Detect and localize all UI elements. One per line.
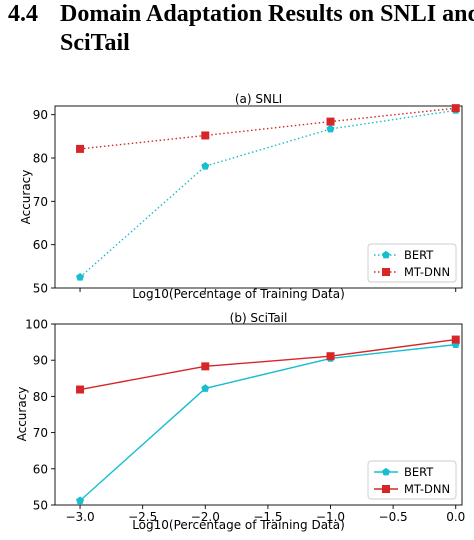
series-mt-dnn (76, 104, 460, 153)
x-axis-label: Log10(Percentage of Training Data) (132, 518, 345, 532)
data-point (76, 385, 85, 394)
chart-snli: (a) SNLI 50 60 70 80 90 Log10(Percentage of Tr… (19, 92, 463, 301)
y-tick-label: 50 (33, 499, 48, 513)
chart-scitail: (b) SciTail 50 60 70 80 90 100 −3.0 −2.5 −2.0 −1.5… (15, 311, 465, 532)
x-tick-label: −0.5 (379, 510, 408, 524)
legend: BERT MT-DNN (367, 460, 457, 500)
chart-title: (a) SNLI (235, 92, 282, 106)
y-tick-label: 70 (33, 426, 48, 440)
x-tick-label: −2.0 (191, 510, 220, 524)
data-point (76, 144, 85, 153)
series-line (79, 338, 456, 391)
data-point (326, 124, 335, 133)
legend-marker (381, 467, 391, 476)
data-point (76, 496, 85, 505)
section-number: 4.4 (8, 1, 38, 27)
series-line (79, 109, 456, 278)
section-title-line2: SciTail (60, 30, 130, 56)
y-tick-label: 60 (33, 462, 48, 476)
plot-frame (54, 105, 463, 289)
x-tick-label: −3.0 (65, 510, 94, 524)
data-point (76, 272, 85, 281)
legend-label: MT-DNN (404, 265, 450, 279)
y-axis-label: Accuracy (19, 170, 33, 225)
series-mt-dnn (76, 335, 460, 394)
legend-marker (382, 485, 390, 493)
section-title-line1: Domain Adaptation Results on SNLI and (60, 1, 474, 27)
y-axis-label: Accuracy (15, 387, 29, 442)
section-heading: 4.4 Domain Adaptation Results on SNLI and… (8, 0, 474, 58)
data-point (451, 104, 460, 113)
series-line (79, 107, 456, 150)
y-tick-label: 100 (25, 318, 48, 332)
x-tick-label: −1.0 (316, 510, 345, 524)
x-tick-label: −2.5 (128, 510, 157, 524)
y-tick-label: 80 (33, 152, 48, 166)
y-tick-label: 90 (33, 108, 48, 122)
x-axis-label: Log10(Percentage of Training Data) (132, 287, 345, 301)
legend-label: MT-DNN (404, 482, 450, 496)
legend-label: BERT (404, 465, 434, 479)
legend: BERT MT-DNN (367, 243, 457, 283)
y-tick-label: 70 (33, 195, 48, 209)
plot-frame (54, 323, 463, 506)
data-point (201, 131, 210, 140)
legend-marker (381, 250, 391, 259)
chart-title: (b) SciTail (230, 311, 288, 325)
data-point (201, 384, 210, 392)
data-point (451, 335, 460, 344)
y-tick-label: 50 (33, 282, 48, 296)
y-tick-label: 90 (33, 354, 48, 368)
x-tick-label: 0.0 (446, 510, 465, 524)
y-tick-label: 60 (33, 238, 48, 252)
x-tick-label: −1.5 (253, 510, 282, 524)
legend-marker (382, 268, 390, 276)
data-point (201, 162, 210, 170)
data-point (326, 352, 335, 361)
series-line (79, 343, 456, 502)
legend-label: BERT (404, 248, 434, 262)
data-point (201, 362, 210, 371)
y-tick-label: 80 (33, 390, 48, 404)
data-point (326, 117, 335, 126)
